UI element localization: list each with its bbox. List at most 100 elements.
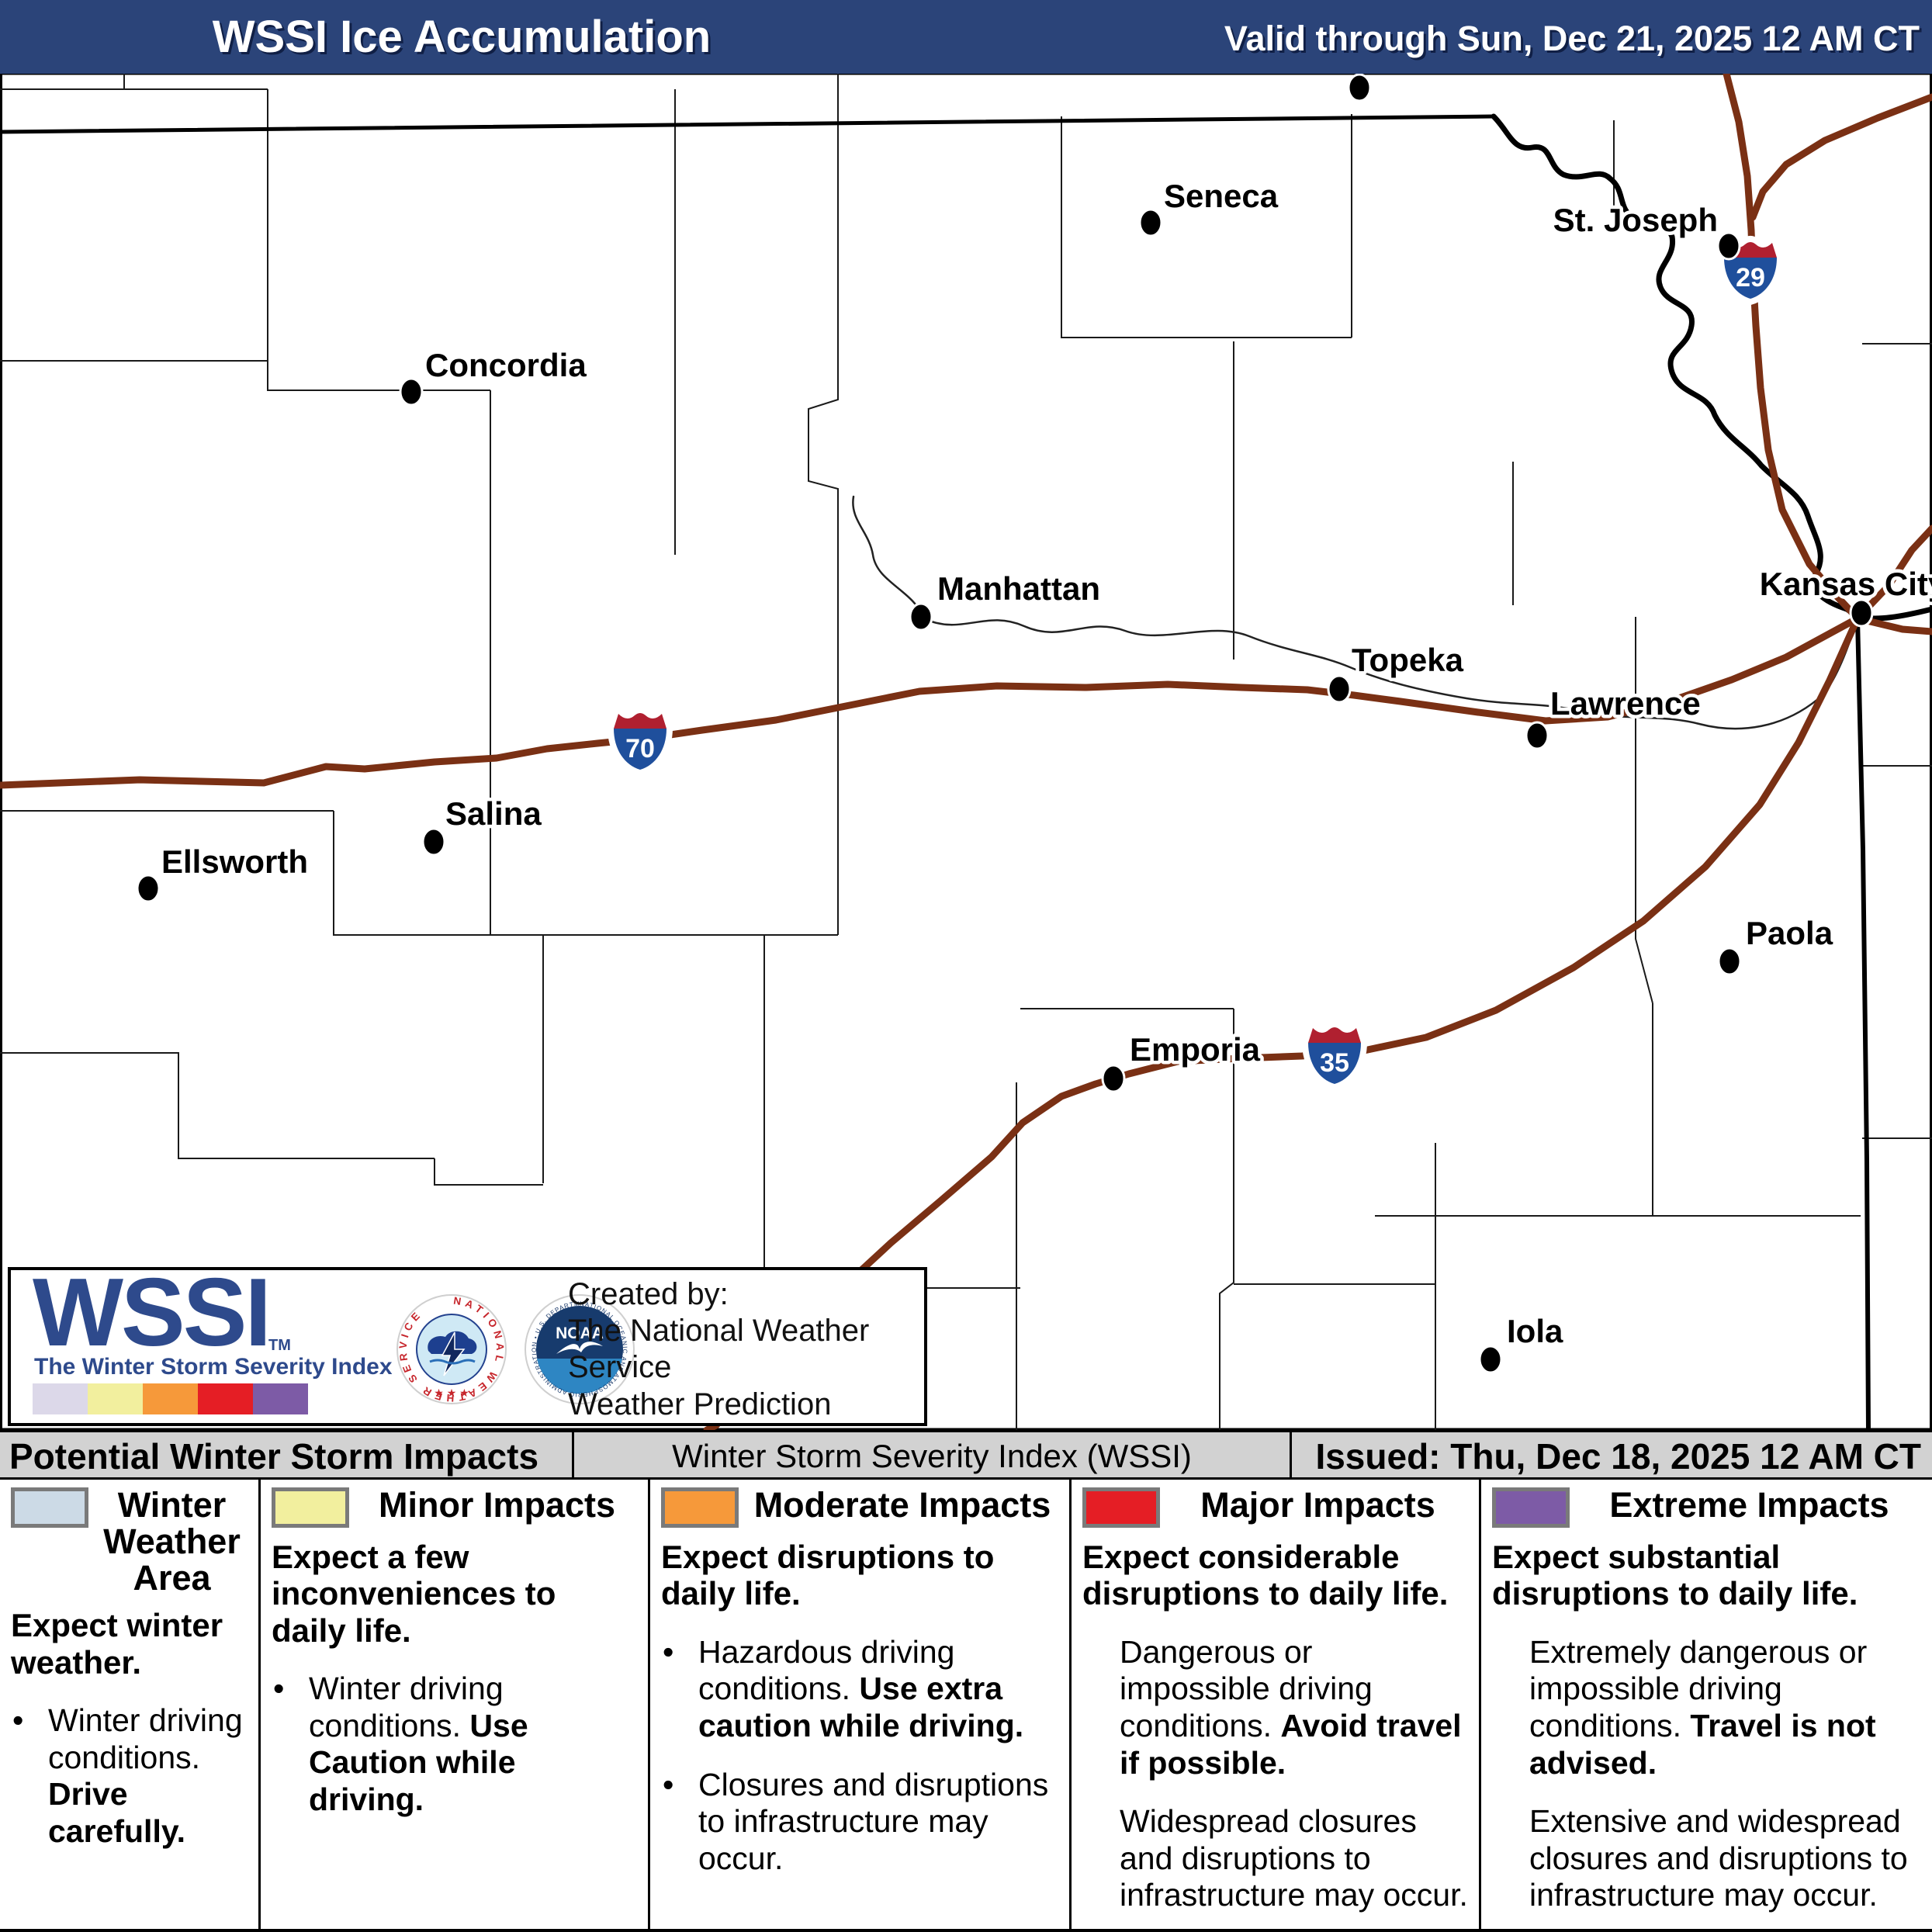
city-label-lawrence: Lawrence [1550, 685, 1701, 722]
legend-swatch [1492, 1487, 1570, 1528]
city-dot-topeka [1327, 674, 1352, 704]
bullet-marker: • [273, 1671, 285, 1707]
legend-item-text: Winter driving conditions. Use Caution w… [309, 1671, 528, 1817]
legend-item-text: Dangerous or impossible driving conditio… [1120, 1633, 1462, 1781]
wssi-wordmark: WSSI [33, 1259, 272, 1366]
wssi-logo-box: WSSI TM The Winter Storm Severity Index … [8, 1259, 927, 1458]
severity-strip-swatch [198, 1383, 253, 1414]
city-dot-paola [1717, 947, 1742, 976]
city-label-st-joseph: St. Joseph [1553, 202, 1718, 238]
city-dot [1347, 74, 1372, 102]
city-dot-manhattan [909, 602, 933, 632]
city-label-concordia: Concordia [425, 347, 587, 383]
city-dot-kansas-city [1849, 598, 1874, 628]
impact-title-bar: Potential Winter Storm Impacts Winter St… [0, 1430, 1932, 1480]
legend-item-text: Widespread closures and disruptions to i… [1120, 1803, 1468, 1913]
city-dot-st-joseph [1716, 231, 1741, 261]
blue-river [852, 495, 925, 618]
severity-strip-swatch [88, 1383, 143, 1414]
interstate-shields: 29 70 35 [608, 236, 1783, 1090]
legend-title: Minor Impacts [378, 1485, 616, 1525]
bar-divider [572, 1432, 574, 1477]
bullet-marker: • [663, 1766, 674, 1802]
legend-swatch [661, 1487, 739, 1528]
city-dot-lawrence [1525, 721, 1549, 750]
legend-title: Moderate Impacts [753, 1485, 1051, 1525]
impact-bar-subtitle: Winter Storm Severity Index (WSSI) [672, 1438, 1192, 1474]
legend-col-major-impacts: Major Impacts Expect considerable disrupt… [1069, 1480, 1479, 1929]
legend-col-minor-impacts: Minor Impacts Expect a few inconveniences… [258, 1480, 648, 1929]
wssi-tagline: The Winter Storm Severity Index [34, 1354, 393, 1380]
bar-divider [1290, 1432, 1292, 1477]
issued-text: Issued: Thu, Dec 18, 2025 12 AM CT [1315, 1436, 1921, 1477]
county-boundaries [0, 74, 1932, 1430]
shield-number: 35 [1320, 1048, 1349, 1078]
legend-intro: Expect a few inconveniences to daily lif… [272, 1539, 556, 1649]
legend-item: •Extremely dangerous or impossible drivi… [1492, 1634, 1921, 1781]
legend-intro: Expect disruptions to daily life. [661, 1539, 995, 1612]
legend-col-moderate-impacts: Moderate Impacts Expect disruptions to da… [648, 1480, 1069, 1929]
road-ne-of-kc [1854, 525, 1932, 622]
legend-item: • Closures and disruptions to infrastruct… [661, 1767, 1058, 1878]
legend-swatch [272, 1487, 349, 1528]
legend-item: •Extensive and widespread closures and d… [1492, 1803, 1921, 1914]
kansas-river [922, 617, 1858, 730]
severity-strip-swatch [33, 1383, 88, 1414]
legend-item-text: Extensive and widespread closures and di… [1529, 1803, 1908, 1913]
impact-legend: Winter Weather Area Expect winter weather… [0, 1480, 1932, 1932]
valid-through-text: Valid through Sun, Dec 21, 2025 12 AM CT [1224, 19, 1920, 58]
road-i29 [1723, 74, 1861, 622]
city-dot-salina [421, 827, 446, 857]
legend-item-text: Hazardous driving conditions. Use extra … [698, 1633, 1024, 1743]
legend-item: • Hazardous driving conditions. Use extra… [661, 1634, 1058, 1745]
map-svg: 29 70 35 Seneca St. Joseph Concordia Manhatta… [0, 74, 1932, 1430]
svg-text:★ ★ ★: ★ ★ ★ [434, 1387, 469, 1399]
legend-item: • Winter driving conditions. Use Caution … [272, 1671, 637, 1818]
legend-intro: Expect substantial disruptions to daily … [1492, 1539, 1858, 1612]
legend-swatch [1082, 1487, 1160, 1528]
trademark-symbol: TM [268, 1337, 291, 1354]
map-area: 29 70 35 Seneca St. Joseph Concordia Manhatta… [0, 74, 1932, 1430]
legend-item-text: Closures and disruptions to infrastructu… [698, 1766, 1049, 1876]
page-title: WSSI Ice Accumulation [212, 12, 712, 62]
severity-strip-swatch [143, 1383, 198, 1414]
legend-item-text: Extremely dangerous or impossible drivin… [1529, 1633, 1876, 1781]
missouri-river [1491, 113, 1932, 621]
map-frame [0, 74, 1932, 1430]
city-dot-concordia [399, 377, 424, 407]
legend-title: Major Impacts [1200, 1485, 1435, 1525]
legend-swatch [11, 1487, 88, 1528]
legend-item: •Widespread closures and disruptions to … [1082, 1803, 1468, 1914]
road-top-right [1749, 93, 1932, 221]
severity-color-strip [33, 1383, 308, 1414]
nws-logo-icon: NATIONAL WEATHER SERVICE ★ ★ ★ [396, 1294, 507, 1404]
missouri-border [1855, 616, 1871, 1430]
bullet-marker: • [663, 1633, 674, 1670]
road-i70 [0, 615, 1861, 789]
svg-text:NOAA: NOAA [556, 1324, 604, 1342]
interstate-70-shield: 70 [608, 707, 673, 776]
city-markers: Seneca St. Joseph Concordia Manhattan Topeka… [136, 74, 1932, 1374]
header-bar: WSSI Ice Accumulation Valid through Sun,… [0, 0, 1932, 74]
city-label-ellsworth: Ellsworth [161, 843, 308, 880]
legend-col-extreme-impacts: Extreme Impacts Expect substantial disrup… [1479, 1480, 1932, 1929]
legend-intro: Expect considerable disruptions to daily… [1082, 1539, 1449, 1612]
shield-number: 29 [1736, 263, 1765, 293]
legend-item: • Winter driving conditions. Drive carefu… [11, 1702, 248, 1850]
interstate-35-shield: 35 [1302, 1021, 1367, 1090]
nebraska-border [0, 114, 1496, 134]
city-label-manhattan: Manhattan [937, 570, 1100, 607]
legend-item-text: Winter driving conditions. Drive careful… [48, 1702, 243, 1849]
impact-bar-title: Potential Winter Storm Impacts [9, 1436, 539, 1477]
city-label-salina: Salina [445, 795, 542, 832]
city-dot-iola [1478, 1345, 1503, 1374]
bullet-marker: • [12, 1702, 24, 1739]
city-label-paola: Paola [1746, 915, 1833, 951]
city-dot-emporia [1101, 1064, 1126, 1093]
agency-logos: NATIONAL WEATHER SERVICE ★ ★ ★ NOAA NATI… [390, 1287, 635, 1404]
city-label-emporia: Emporia [1130, 1031, 1261, 1068]
city-dot-ellsworth [136, 874, 161, 903]
created-by-org1: The National Weather Service [568, 1314, 870, 1385]
severity-strip-swatch [253, 1383, 308, 1414]
